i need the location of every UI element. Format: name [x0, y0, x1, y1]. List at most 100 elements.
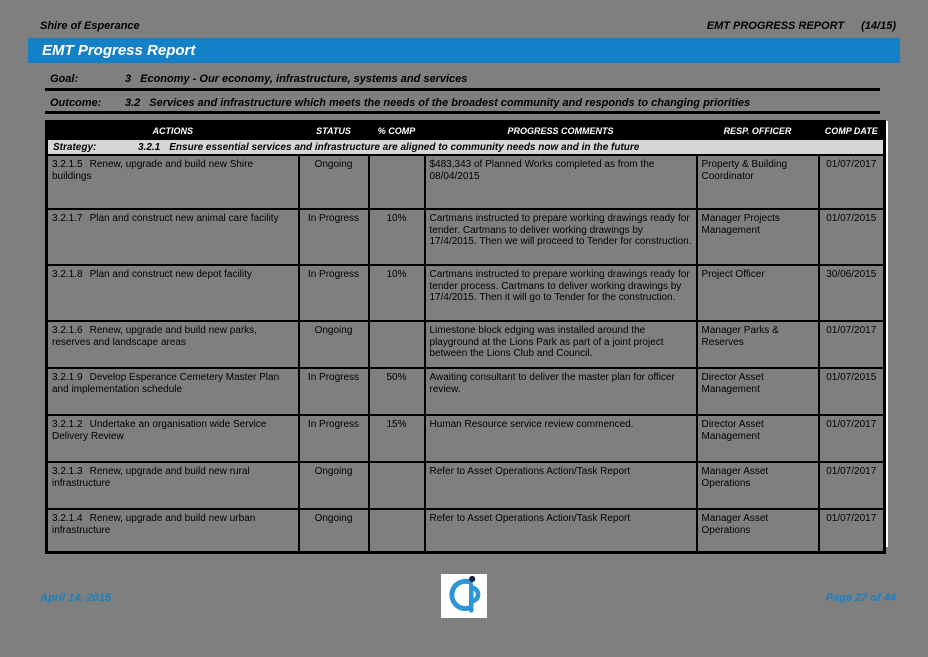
goal-label: Goal:	[50, 73, 79, 85]
strategy-text: Ensure essential services and infrastruc…	[169, 141, 640, 153]
officer-cell: Manager Projects Management	[695, 208, 820, 266]
strategy-row: Strategy: 3.2.1 Ensure essential services…	[45, 138, 886, 156]
pct-comp-cell	[367, 154, 426, 210]
pct-comp-cell	[367, 461, 426, 510]
column-header-status: STATUS	[297, 120, 370, 140]
action-id: 3.2.1.3	[52, 466, 83, 477]
action-text: Plan and construct new depot facility	[89, 269, 252, 280]
action-text: Renew, upgrade and build new rural infra…	[52, 466, 250, 489]
action-id: 3.2.1.9	[52, 372, 83, 383]
officer-cell: Manager Asset Operations	[695, 461, 820, 510]
table-row: 3.2.1.5 Renew, upgrade and build new Shir…	[45, 154, 886, 210]
officer-cell: Director Asset Management	[695, 414, 820, 463]
comments-cell: $483,343 of Planned Works completed as f…	[423, 154, 698, 210]
column-header-resp-officer: RESP. OFFICER	[695, 120, 820, 140]
status-cell: Ongoing	[297, 461, 370, 510]
action-cell: 3.2.1.5 Renew, upgrade and build new Shir…	[45, 154, 300, 210]
goal-text: Economy - Our economy, infrastructure, s…	[140, 73, 468, 85]
action-cell: 3.2.1.4 Renew, upgrade and build new urba…	[45, 508, 300, 553]
date-cell: 30/06/2015	[817, 264, 886, 322]
action-text: Renew, upgrade and build new parks, rese…	[52, 325, 257, 348]
action-id: 3.2.1.8	[52, 269, 83, 280]
date-cell: 01/07/2015	[817, 208, 886, 266]
status-cell: In Progress	[297, 367, 370, 416]
header-report-label: EMT PROGRESS REPORT	[706, 20, 845, 32]
footer-logo	[441, 574, 487, 618]
date-cell: 01/07/2017	[817, 508, 886, 553]
outcome-row: Outcome: 3.2 Services and infrastructure …	[50, 97, 878, 109]
comments-cell: Awaiting consultant to deliver the maste…	[423, 367, 698, 416]
date-cell: 01/07/2017	[817, 154, 886, 210]
page-title: EMT Progress Report	[42, 42, 196, 59]
header-report-ref: EMT PROGRESS REPORT (14/15)	[707, 20, 896, 32]
pct-comp-cell: 10%	[367, 208, 426, 266]
table-row: 3.2.1.2 Undertake an organisation wide Se…	[45, 414, 886, 463]
goal-row: Goal: 3 Economy - Our economy, infrastruc…	[50, 73, 878, 85]
action-id: 3.2.1.7	[52, 213, 83, 224]
action-id: 3.2.1.6	[52, 325, 83, 336]
column-header-actions: ACTIONS	[45, 120, 300, 140]
action-cell: 3.2.1.9 Develop Esperance Cemetery Master…	[45, 367, 300, 416]
officer-cell: Project Officer	[695, 264, 820, 322]
footer-date: April 14, 2015	[40, 592, 111, 604]
outcome-label: Outcome:	[50, 97, 102, 109]
comments-cell: Refer to Asset Operations Action/Task Re…	[423, 508, 698, 553]
column-header-comp-date: COMP DATE	[817, 120, 886, 140]
status-cell: In Progress	[297, 208, 370, 266]
comments-cell: Cartmans instructed to prepare working d…	[423, 208, 698, 266]
action-text: Develop Esperance Cemetery Master Plan a…	[52, 372, 280, 395]
officer-cell: Manager Parks & Reserves	[695, 320, 820, 369]
action-id: 3.2.1.2	[52, 419, 83, 430]
action-cell: 3.2.1.7 Plan and construct new animal car…	[45, 208, 300, 266]
action-cell: 3.2.1.3 Renew, upgrade and build new rura…	[45, 461, 300, 510]
strategy-label: Strategy:	[53, 141, 97, 153]
comments-cell: Cartmans instructed to prepare working d…	[423, 264, 698, 322]
pct-comp-cell: 50%	[367, 367, 426, 416]
officer-cell: Property & Building Coordinator	[695, 154, 820, 210]
comments-cell: Limestone block edging was installed aro…	[423, 320, 698, 369]
table-row: 3.2.1.3 Renew, upgrade and build new rura…	[45, 461, 886, 510]
strategy-number: 3.2.1	[138, 141, 161, 153]
date-cell: 01/07/2017	[817, 414, 886, 463]
table-row: 3.2.1.9 Develop Esperance Cemetery Master…	[45, 367, 886, 416]
table-row: 3.2.1.6 Renew, upgrade and build new park…	[45, 320, 886, 369]
pct-comp-cell: 10%	[367, 264, 426, 322]
action-id: 3.2.1.5	[52, 159, 83, 170]
goal-divider	[45, 88, 880, 91]
action-text: Renew, upgrade and build new Shire build…	[52, 159, 254, 182]
date-cell: 01/07/2017	[817, 461, 886, 510]
action-text: Undertake an organisation wide Service D…	[52, 419, 267, 442]
ip-monogram-icon	[443, 574, 485, 619]
footer-page-number: Page 27 of 44	[825, 592, 896, 604]
outcome-text: Services and infrastructure which meets …	[149, 97, 751, 109]
table-row: 3.2.1.7 Plan and construct new animal car…	[45, 208, 886, 266]
running-header: Shire of Esperance EMT PROGRESS REPORT (…	[40, 20, 896, 32]
pct-comp-cell	[367, 508, 426, 553]
comments-cell: Human Resource service review commenced.	[423, 414, 698, 463]
status-cell: Ongoing	[297, 154, 370, 210]
action-text: Plan and construct new animal care facil…	[89, 213, 279, 224]
officer-cell: Manager Asset Operations	[695, 508, 820, 553]
progress-table: ACTIONS STATUS % COMP PROGRESS COMMENTS …	[45, 120, 886, 554]
status-cell: Ongoing	[297, 508, 370, 553]
status-cell: Ongoing	[297, 320, 370, 369]
goal-number: 3	[125, 73, 132, 85]
header-org-name: Shire of Esperance	[40, 20, 140, 32]
pct-comp-cell: 15%	[367, 414, 426, 463]
table-row: 3.2.1.4 Renew, upgrade and build new urba…	[45, 508, 886, 553]
action-cell: 3.2.1.6 Renew, upgrade and build new park…	[45, 320, 300, 369]
pct-comp-cell	[367, 320, 426, 369]
status-cell: In Progress	[297, 264, 370, 322]
outcome-number: 3.2	[125, 97, 141, 109]
action-id: 3.2.1.4	[52, 513, 83, 524]
officer-cell: Director Asset Management	[695, 367, 820, 416]
header-report-page: (14/15)	[861, 20, 896, 32]
column-header-pct-comp: % COMP	[367, 120, 426, 140]
date-cell: 01/07/2015	[817, 367, 886, 416]
outcome-divider	[45, 111, 880, 114]
action-cell: 3.2.1.2 Undertake an organisation wide Se…	[45, 414, 300, 463]
date-cell: 01/07/2017	[817, 320, 886, 369]
table-right-highlight	[886, 121, 888, 547]
table-row: 3.2.1.8 Plan and construct new depot faci…	[45, 264, 886, 322]
title-bar: EMT Progress Report	[28, 38, 900, 63]
